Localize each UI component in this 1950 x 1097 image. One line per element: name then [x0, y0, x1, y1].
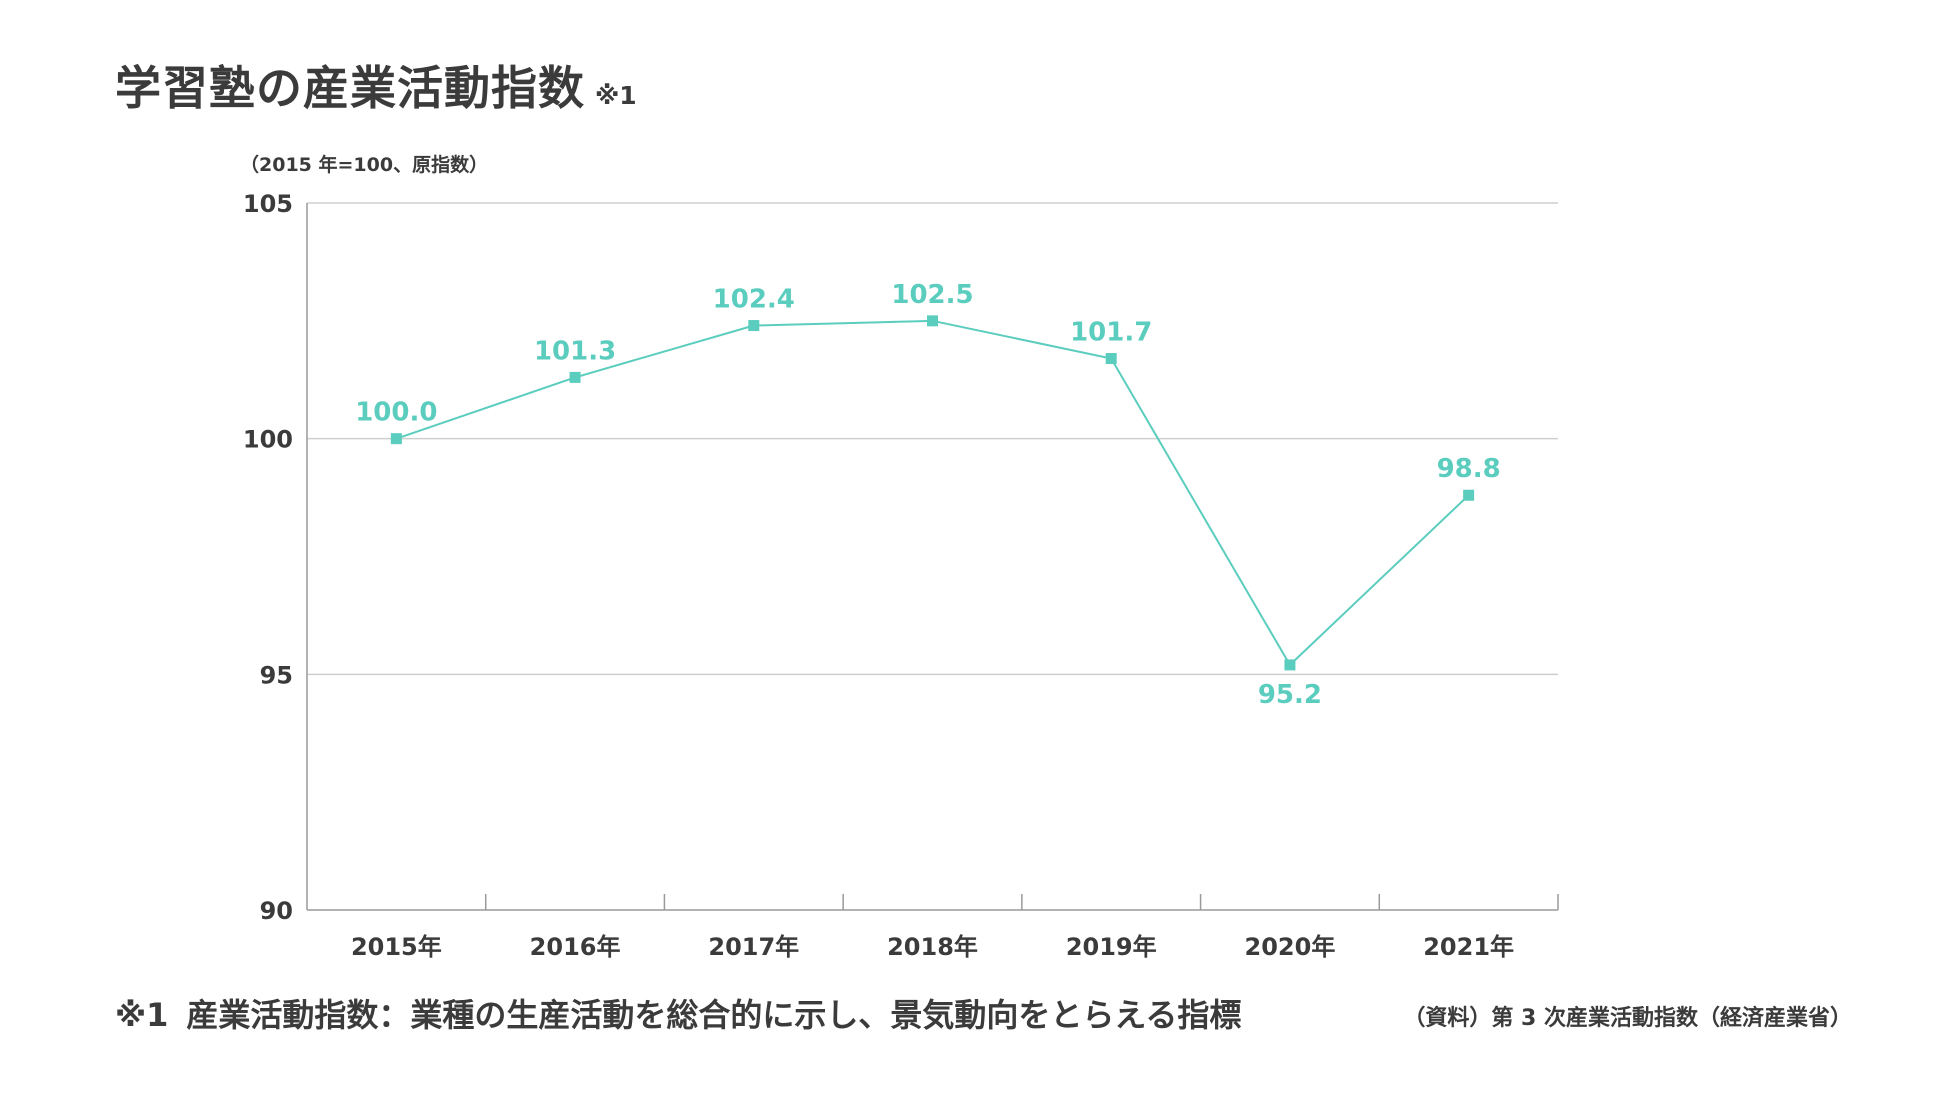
- data-label: 95.2: [1258, 680, 1322, 710]
- data-point: [748, 320, 760, 332]
- data-label: 102.4: [713, 285, 795, 315]
- series-line-group: [396, 319, 1470, 667]
- data-label: 101.3: [534, 336, 616, 366]
- footnote: ※1 産業活動指数：業種の生産活動を総合的に示し、景気動向をとらえる指標: [115, 990, 1241, 1036]
- x-tick-labels: 2015年 2016年 2017年 2018年 2019年 2020年 2021年: [351, 933, 1514, 961]
- data-label: 101.7: [1070, 318, 1152, 348]
- axes: [306, 203, 1559, 911]
- y-tick-label: 95: [260, 661, 293, 689]
- x-tick-label: 2020年: [1245, 933, 1336, 961]
- series-line: [396, 319, 1470, 667]
- chart-title: 学習塾の産業活動指数: [115, 61, 585, 115]
- grid-lines: [307, 202, 1558, 676]
- chart-title-note: ※1: [595, 81, 637, 110]
- data-label: 102.5: [891, 280, 973, 310]
- data-point: [1463, 489, 1475, 501]
- y-axis-unit-label: （2015 年=100、原指数）: [240, 154, 489, 176]
- data-point: [390, 433, 402, 445]
- data-point-markers: [390, 315, 1475, 671]
- y-tick-label: 105: [243, 190, 293, 218]
- x-tick-label: 2021年: [1423, 933, 1514, 961]
- y-tick-label: 90: [260, 897, 293, 925]
- data-point: [1284, 659, 1296, 671]
- chart-title-block: 学習塾の産業活動指数 ※1: [115, 52, 637, 118]
- footnote-text: 産業活動指数：業種の生産活動を総合的に示し、景気動向をとらえる指標: [186, 996, 1242, 1034]
- source-note: （資料）第 3 次産業活動指数（経済産業省）: [1403, 1006, 1852, 1031]
- x-tick-label: 2016年: [530, 933, 621, 961]
- footnote-mark: ※1: [115, 996, 169, 1034]
- data-labels: 100.0 101.3 102.4 102.5 101.7 95.2 98.8: [355, 280, 1500, 710]
- data-label: 98.8: [1437, 454, 1501, 484]
- data-point: [1105, 353, 1117, 365]
- x-tick-label: 2017年: [708, 933, 799, 961]
- y-tick-label: 100: [243, 426, 293, 454]
- data-point: [569, 371, 581, 383]
- x-tick-label: 2018年: [887, 933, 978, 961]
- x-tick-label: 2015年: [351, 933, 442, 961]
- data-point: [927, 315, 938, 327]
- data-label: 100.0: [355, 398, 437, 428]
- x-tick-label: 2019年: [1066, 933, 1157, 961]
- y-tick-labels: 90 95 100 105: [243, 190, 293, 925]
